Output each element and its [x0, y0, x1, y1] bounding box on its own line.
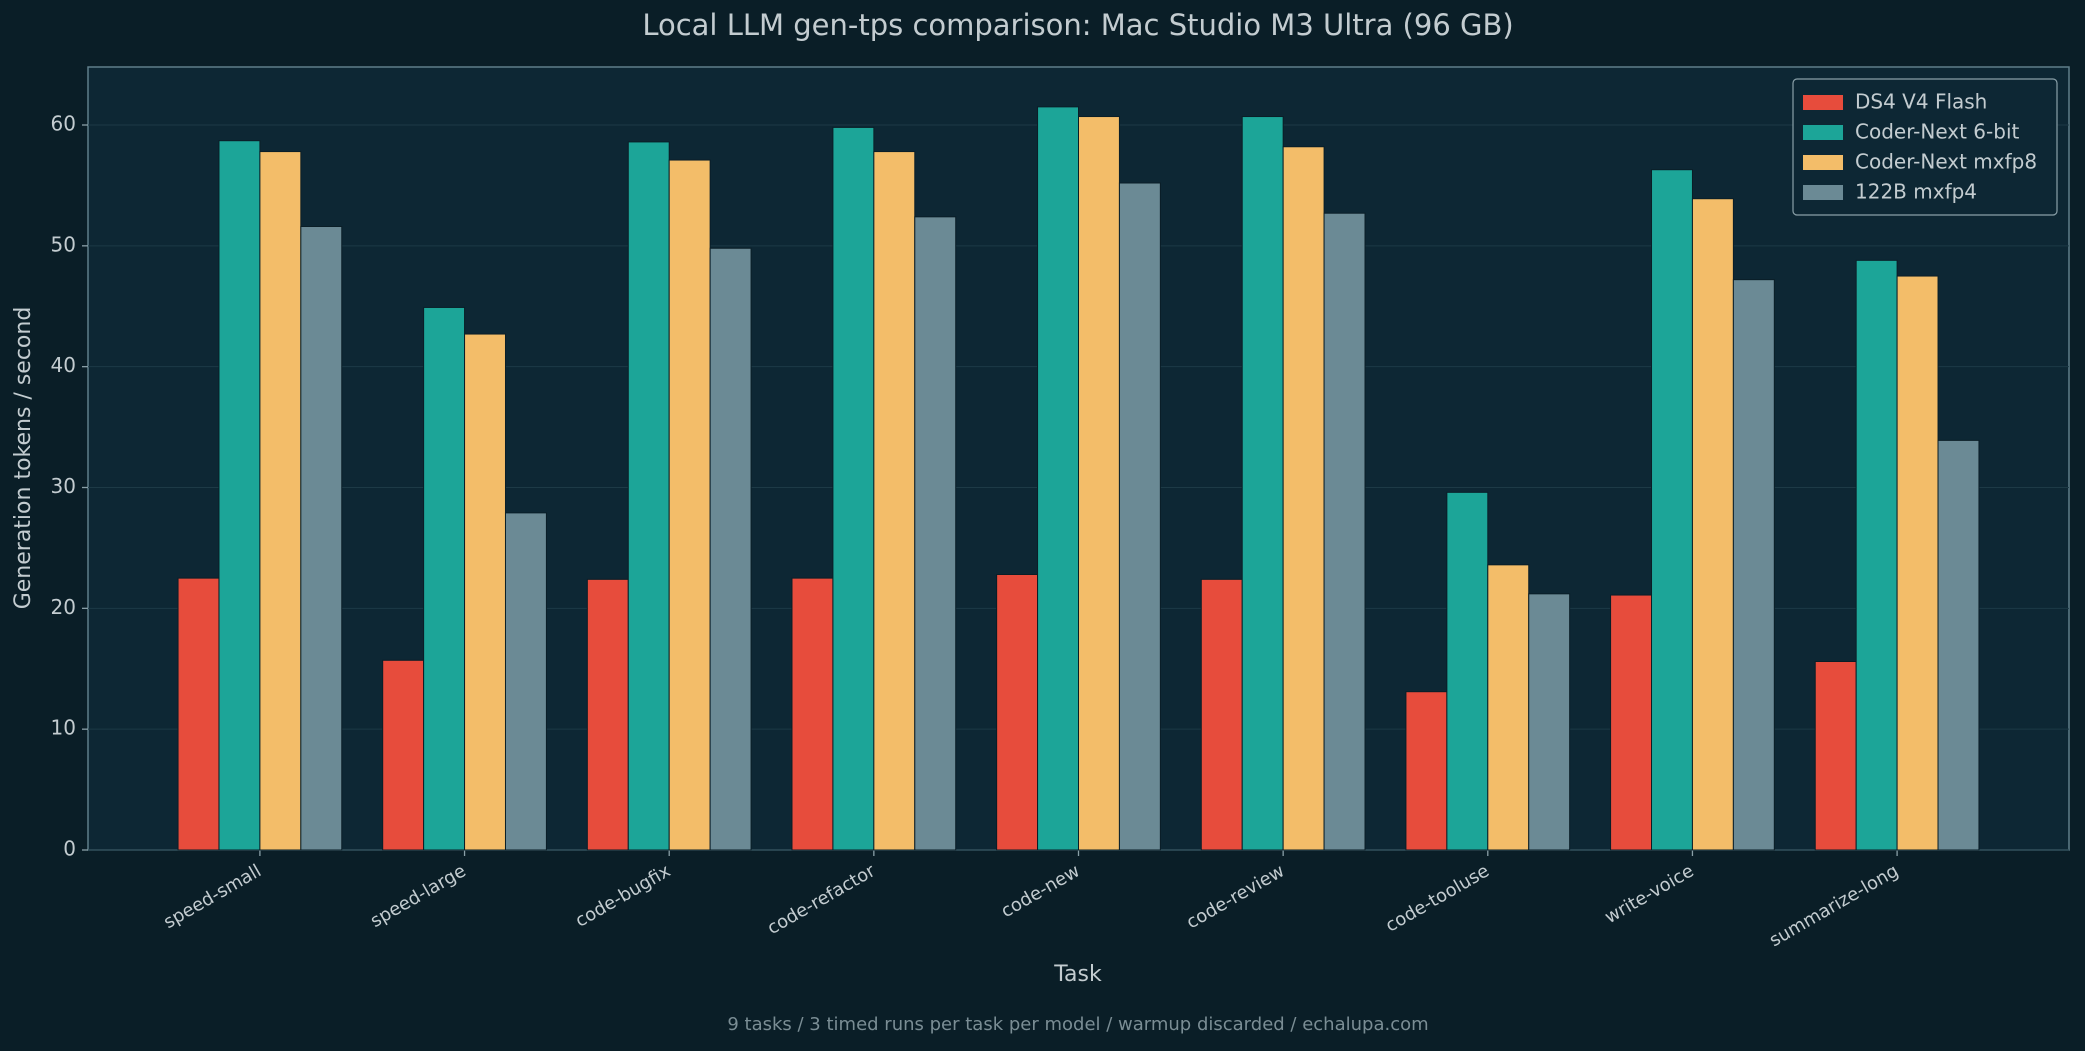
- bar: [627, 141, 670, 851]
- chart-title: Local LLM gen-tps comparison: Mac Studio…: [642, 8, 1513, 42]
- bar: [1200, 578, 1243, 851]
- legend-label: DS4 V4 Flash: [1855, 90, 1987, 114]
- bar: [1937, 439, 1980, 851]
- legend-label: 122B mxfp4: [1855, 180, 1977, 204]
- legend-frame: [1792, 78, 2058, 216]
- bar: [300, 226, 343, 851]
- x-axis-label: Task: [1053, 962, 1102, 987]
- bar: [1405, 691, 1448, 851]
- y-tick-label: 60: [51, 112, 76, 136]
- legend-swatch: [1803, 95, 1843, 110]
- y-tick-label: 10: [51, 716, 76, 740]
- bar: [1732, 279, 1775, 851]
- bar: [1487, 564, 1530, 851]
- bar: [259, 151, 302, 851]
- legend-label: Coder-Next 6-bit: [1855, 120, 2020, 144]
- bar: [1814, 661, 1857, 851]
- bar: [464, 333, 506, 851]
- y-tick-label: 0: [63, 837, 76, 861]
- bar: [1610, 594, 1653, 851]
- bar: [1855, 259, 1898, 851]
- bar: [1282, 146, 1325, 851]
- bar: [1691, 198, 1734, 851]
- bar: [791, 577, 834, 851]
- legend-swatch: [1803, 185, 1843, 200]
- bar: [1528, 593, 1571, 851]
- legend-swatch: [1803, 155, 1843, 170]
- bar: [1446, 491, 1489, 851]
- bar: [1323, 212, 1366, 851]
- y-axis-label: Generation tokens / second: [11, 307, 36, 610]
- y-tick-label: 20: [51, 595, 76, 619]
- bar: [832, 126, 875, 851]
- bar: [1241, 116, 1284, 851]
- bar: [504, 512, 547, 851]
- y-tick-label: 40: [51, 353, 76, 377]
- bar: [218, 140, 261, 851]
- bar: [177, 577, 220, 851]
- bar: [873, 151, 916, 851]
- bar: [914, 216, 957, 851]
- legend-swatch: [1803, 125, 1843, 140]
- legend-label: Coder-Next mxfp8: [1855, 150, 2037, 174]
- bar: [586, 578, 629, 851]
- bar: [382, 659, 425, 851]
- footer: 9 tasks / 3 timed runs per task per mode…: [727, 1014, 1428, 1035]
- bar: [1118, 182, 1161, 851]
- bar: [423, 306, 466, 851]
- bar: [1078, 116, 1120, 851]
- y-tick-label: 30: [51, 474, 76, 498]
- bar: [709, 247, 752, 851]
- bar: [1651, 169, 1693, 851]
- bar: [996, 574, 1039, 851]
- bar: [1896, 275, 1939, 851]
- bar: [1037, 106, 1079, 851]
- y-tick-label: 50: [51, 232, 76, 256]
- bar: [668, 159, 711, 851]
